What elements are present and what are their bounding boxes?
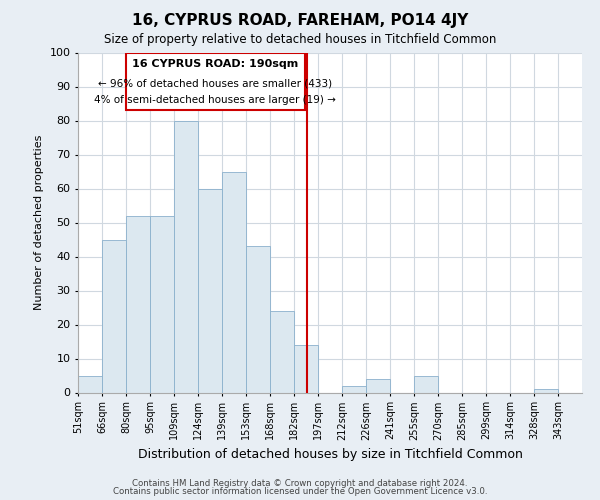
Bar <box>342 386 366 392</box>
Text: 16 CYPRUS ROAD: 190sqm: 16 CYPRUS ROAD: 190sqm <box>132 60 299 70</box>
Text: 4% of semi-detached houses are larger (19) →: 4% of semi-detached houses are larger (1… <box>94 95 337 105</box>
Text: Contains public sector information licensed under the Open Government Licence v3: Contains public sector information licen… <box>113 487 487 496</box>
Bar <box>78 376 102 392</box>
Bar <box>150 216 174 392</box>
FancyBboxPatch shape <box>126 52 305 110</box>
Bar <box>534 389 558 392</box>
Y-axis label: Number of detached properties: Number of detached properties <box>34 135 44 310</box>
Bar <box>366 379 390 392</box>
Text: Contains HM Land Registry data © Crown copyright and database right 2024.: Contains HM Land Registry data © Crown c… <box>132 478 468 488</box>
Bar <box>294 345 318 393</box>
X-axis label: Distribution of detached houses by size in Titchfield Common: Distribution of detached houses by size … <box>137 448 523 461</box>
Bar <box>222 172 246 392</box>
Text: Size of property relative to detached houses in Titchfield Common: Size of property relative to detached ho… <box>104 32 496 46</box>
Bar <box>102 240 126 392</box>
Text: ← 96% of detached houses are smaller (433): ← 96% of detached houses are smaller (43… <box>98 78 332 88</box>
Bar <box>414 376 438 392</box>
Bar <box>126 216 150 392</box>
Bar <box>246 246 270 392</box>
Text: 16, CYPRUS ROAD, FAREHAM, PO14 4JY: 16, CYPRUS ROAD, FAREHAM, PO14 4JY <box>132 12 468 28</box>
Bar <box>270 311 294 392</box>
Bar <box>198 188 222 392</box>
Bar <box>174 120 198 392</box>
